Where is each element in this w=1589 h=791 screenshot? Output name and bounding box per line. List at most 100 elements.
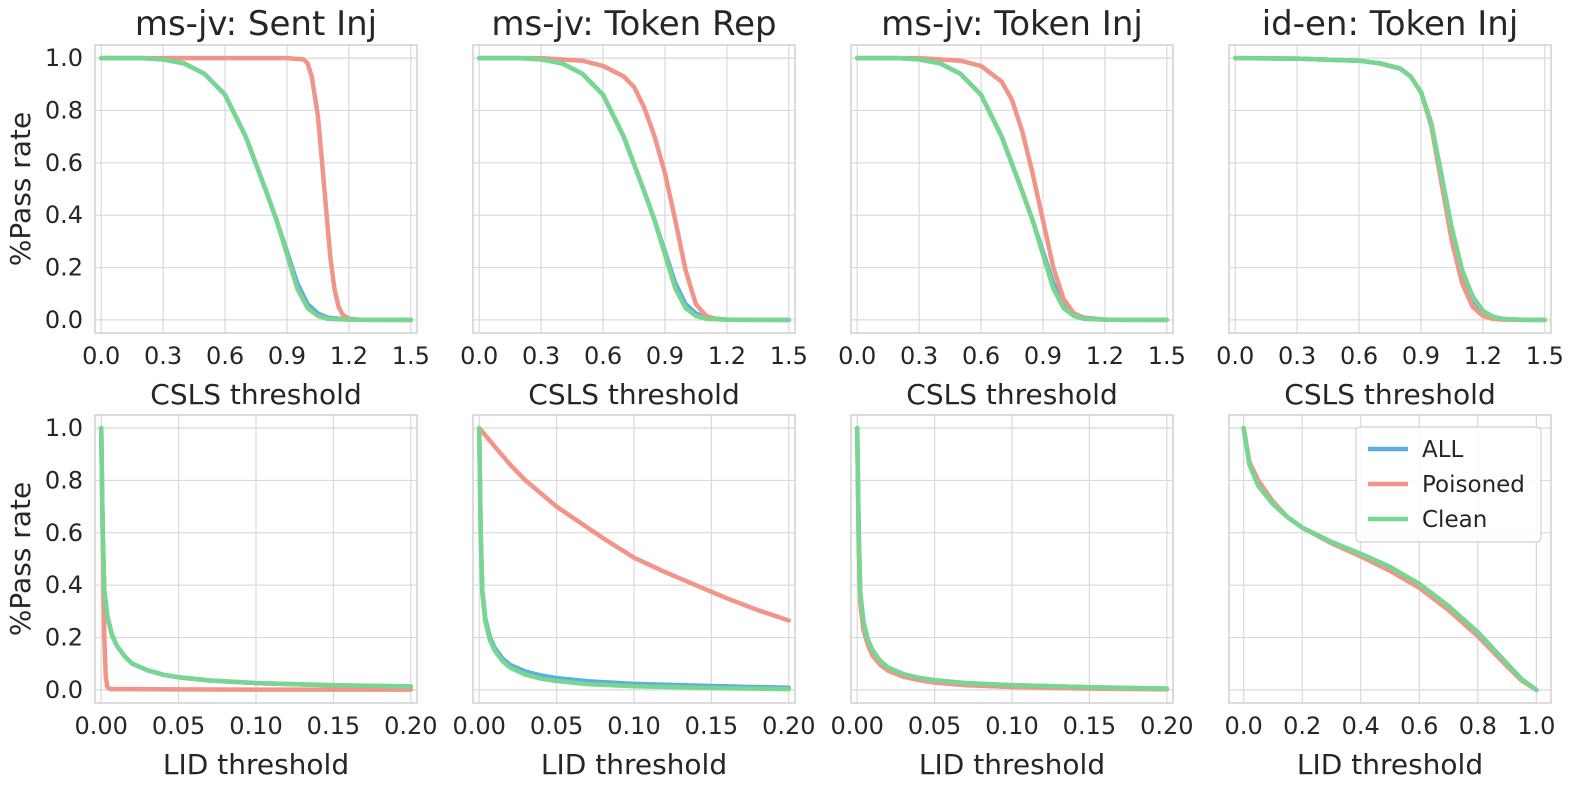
legend-box	[1355, 426, 1542, 543]
x-tick-label: 1.2	[330, 342, 368, 370]
x-tick-label: 1.0	[1517, 712, 1555, 740]
x-tick-label: 0.3	[144, 342, 182, 370]
x-tick-label: 0.6	[1400, 712, 1438, 740]
y-ticks: 0.0 0.2 0.4 0.6 0.8 1.0	[45, 44, 417, 334]
x-ticks: 0.00 0.05 0.10 0.15 0.20	[830, 415, 1194, 740]
subplot-4: 0.0 0.3 0.6 0.9 1.2 1.5 id-en: Token Inj CSLS t…	[1216, 4, 1564, 411]
x-axis-label: LID threshold	[919, 748, 1105, 781]
series-lines	[854, 55, 1170, 323]
series-line-clean	[476, 55, 792, 323]
x-tick-label: 0.9	[646, 342, 684, 370]
subplot-title: ms-jv: Token Rep	[491, 4, 776, 44]
series-line-clean	[476, 425, 792, 692]
plot-frame	[94, 44, 418, 334]
y-ticks	[473, 427, 795, 691]
series-lines	[1241, 425, 1539, 693]
x-tick-label: 0.3	[900, 342, 938, 370]
x-ticks: 0.0 0.3 0.6 0.9 1.2 1.5	[82, 45, 430, 370]
plot-frame	[472, 414, 796, 704]
x-tick-label: 0.00	[830, 712, 883, 740]
legend-label-clean: Clean	[1422, 507, 1487, 533]
x-tick-label: 0.15	[1063, 712, 1116, 740]
x-tick-label: 0.05	[152, 712, 205, 740]
x-tick-label: 0.9	[1402, 342, 1440, 370]
plot-frame	[850, 44, 1174, 334]
x-tick-label: 0.3	[522, 342, 560, 370]
x-tick-label: 1.5	[392, 342, 430, 370]
plot-area	[473, 45, 795, 333]
x-tick-label: 0.6	[584, 342, 622, 370]
series-line-clean	[854, 425, 1170, 691]
x-axis-label: CSLS threshold	[528, 378, 739, 411]
series-line-poisoned	[476, 425, 792, 623]
series-line-clean	[1232, 55, 1548, 323]
x-tick-label: 1.5	[1526, 342, 1564, 370]
x-tick-label: 0.0	[460, 342, 498, 370]
y-tick-label: 0.2	[45, 624, 83, 652]
x-ticks: 0.0 0.3 0.6 0.9 1.2 1.5	[838, 45, 1186, 370]
y-ticks	[851, 427, 1173, 691]
x-tick-label: 0.15	[685, 712, 738, 740]
y-tick-label: 0.0	[45, 676, 83, 704]
y-tick-label: 0.6	[45, 519, 83, 547]
x-tick-label: 0.4	[1342, 712, 1380, 740]
y-tick-label: 0.8	[45, 466, 83, 494]
series-lines	[476, 55, 792, 323]
legend-label-poisoned: Poisoned	[1422, 472, 1525, 498]
y-tick-label: 0.8	[45, 96, 83, 124]
x-tick-label: 0.10	[607, 712, 660, 740]
x-tick-label: 1.2	[1086, 342, 1124, 370]
subplot-3: 0.0 0.3 0.6 0.9 1.2 1.5 ms-jv: Token Inj CSLS t…	[838, 4, 1186, 411]
series-lines	[476, 425, 792, 692]
x-ticks: 0.0 0.3 0.6 0.9 1.2 1.5	[1216, 45, 1564, 370]
x-tick-label: 0.15	[307, 712, 360, 740]
x-axis-label: CSLS threshold	[1284, 378, 1495, 411]
subplot-2: 0.0 0.3 0.6 0.9 1.2 1.5 ms-jv: Token Rep CSLS t…	[460, 4, 808, 411]
x-tick-label: 0.8	[1459, 712, 1497, 740]
y-tick-label: 0.4	[45, 201, 83, 229]
x-tick-label: 0.05	[530, 712, 583, 740]
x-tick-label: 0.00	[74, 712, 127, 740]
y-tick-label: 0.0	[45, 306, 83, 334]
series-lines	[854, 425, 1170, 692]
x-tick-label: 0.3	[1278, 342, 1316, 370]
legend: ALL Poisoned Clean	[1355, 426, 1542, 543]
x-tick-label: 0.9	[268, 342, 306, 370]
x-tick-label: 0.6	[206, 342, 244, 370]
series-lines	[98, 425, 414, 692]
series-line-clean	[98, 55, 414, 323]
subplot-8: 0.0 0.2 0.4 0.6 0.8 1.0 LID threshold ALL Poison…	[1225, 414, 1555, 781]
x-tick-label: 0.20	[1140, 712, 1193, 740]
x-axis-label: LID threshold	[163, 748, 349, 781]
x-axis-label: CSLS threshold	[906, 378, 1117, 411]
x-tick-label: 0.0	[838, 342, 876, 370]
x-ticks: 0.0 0.3 0.6 0.9 1.2 1.5	[460, 45, 808, 370]
series-line-poisoned	[98, 55, 414, 323]
legend-label-all: ALL	[1422, 437, 1464, 463]
plot-area	[851, 45, 1173, 333]
x-tick-label: 1.2	[1464, 342, 1502, 370]
subplot-5: 0.00 0.05 0.10 0.15 0.20 0.0 0.2 0.4 0.6 0.8 1.0 LI…	[4, 414, 438, 781]
plot-frame	[1228, 414, 1552, 704]
x-axis-label: LID threshold	[541, 748, 727, 781]
x-tick-label: 1.2	[708, 342, 746, 370]
x-tick-label: 0.6	[1340, 342, 1378, 370]
subplot-1: 0.0 0.3 0.6 0.9 1.2 1.5 0.0 0.2 0.4 0.6 0.8 1.0 ms-j…	[4, 4, 430, 411]
series-line-clean	[854, 55, 1170, 323]
x-tick-label: 0.0	[82, 342, 120, 370]
x-tick-label: 0.0	[1225, 712, 1263, 740]
x-tick-label: 0.9	[1024, 342, 1062, 370]
plot-area	[95, 45, 417, 333]
subplot-7: 0.00 0.05 0.10 0.15 0.20 LID threshold	[830, 414, 1194, 781]
x-tick-label: 1.5	[1148, 342, 1186, 370]
x-tick-label: 0.10	[985, 712, 1038, 740]
x-tick-label: 0.20	[384, 712, 437, 740]
series-line-clean	[1241, 425, 1539, 693]
subplot-title: ms-jv: Token Inj	[881, 4, 1143, 44]
subplot-title: id-en: Token Inj	[1262, 4, 1519, 44]
x-tick-label: 1.5	[770, 342, 808, 370]
x-tick-label: 0.10	[229, 712, 282, 740]
y-axis-label: %Pass rate	[4, 112, 37, 266]
y-axis-label: %Pass rate	[4, 482, 37, 636]
